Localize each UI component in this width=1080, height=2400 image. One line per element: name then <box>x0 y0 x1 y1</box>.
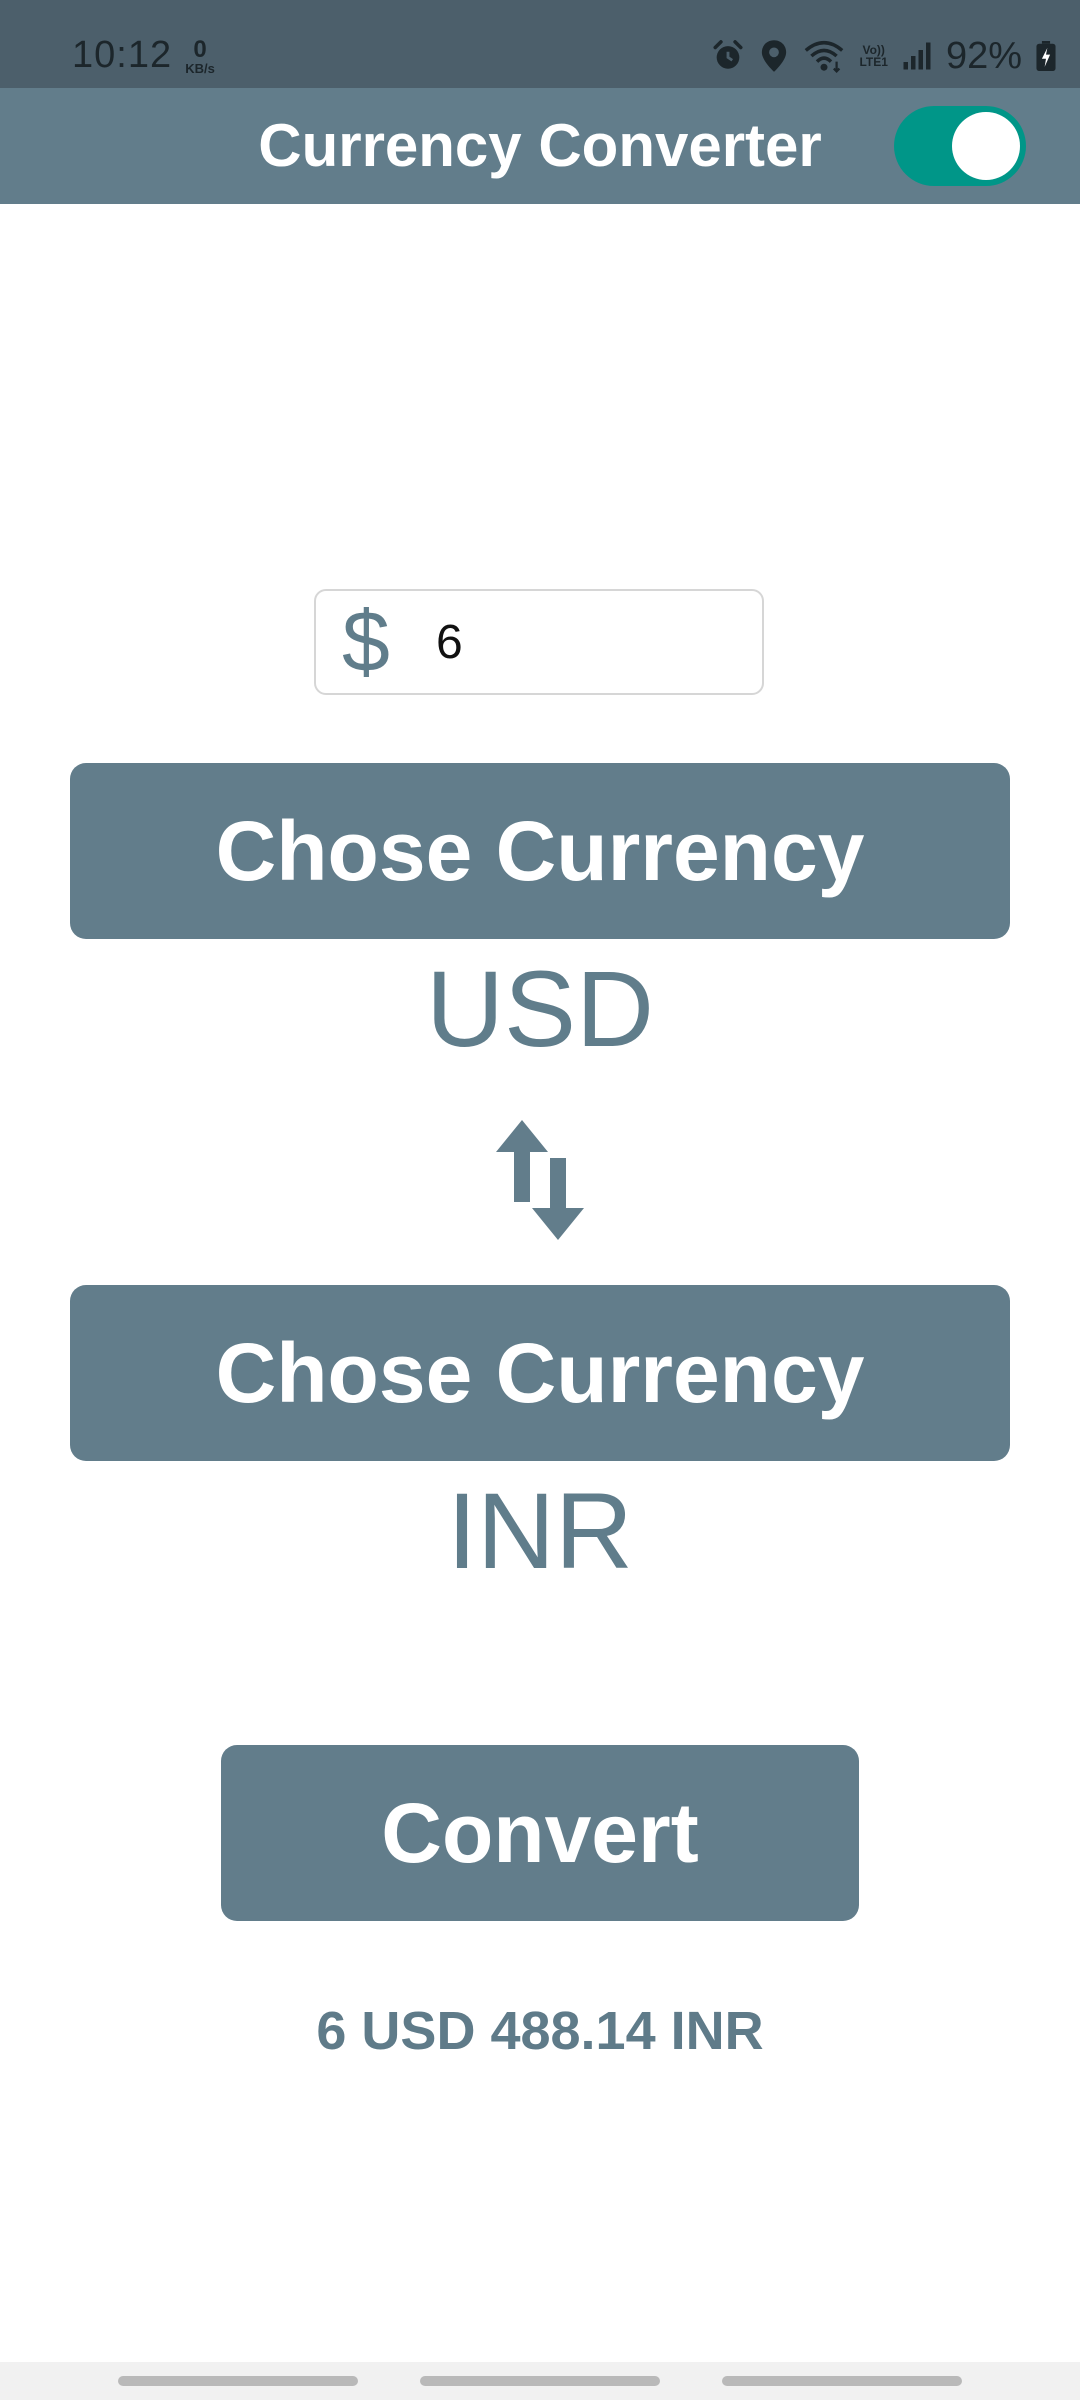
app-title: Currency Converter <box>258 112 822 179</box>
navigation-bar <box>0 2362 1080 2400</box>
network-speed-value: 0 <box>193 36 207 63</box>
signal-icon <box>902 41 932 71</box>
nav-gesture-home[interactable] <box>420 2376 660 2386</box>
toggle-knob <box>952 112 1020 180</box>
swap-vertical-icon[interactable] <box>490 1118 590 1242</box>
app-bar: Currency Converter <box>0 88 1080 204</box>
network-speed-unit: KB/s <box>185 61 215 76</box>
choose-to-currency-button[interactable]: Chose Currency <box>70 1285 1010 1461</box>
theme-toggle-switch[interactable] <box>894 106 1026 186</box>
from-currency-code: USD <box>425 948 655 1069</box>
currency-symbol: $ <box>342 594 390 690</box>
wifi-icon <box>803 39 845 73</box>
nav-gesture-left[interactable] <box>118 2376 358 2386</box>
status-icons: Vo)) LTE1 92% <box>711 34 1056 78</box>
conversion-result: 6 USD 488.14 INR <box>316 2001 764 2061</box>
choose-from-currency-button[interactable]: Chose Currency <box>70 763 1010 939</box>
nav-gesture-right[interactable] <box>722 2376 962 2386</box>
volte-top: Vo)) <box>862 43 885 57</box>
volte-bottom: LTE1 <box>859 55 888 69</box>
status-time: 10:12 <box>72 34 173 76</box>
convert-button[interactable]: Convert <box>221 1745 859 1921</box>
volte-indicator: Vo)) LTE1 <box>859 44 887 68</box>
to-currency-code: INR <box>447 1470 633 1591</box>
location-icon <box>759 39 789 73</box>
amount-input-box: $ <box>314 589 764 695</box>
battery-percent: 92% <box>945 34 1022 77</box>
network-speed: 0 KB/s <box>178 36 222 76</box>
battery-charging-icon <box>1036 41 1056 71</box>
amount-input[interactable] <box>436 605 736 679</box>
alarm-icon <box>711 39 745 73</box>
status-bar: 10:12 0 KB/s Vo)) LTE1 92% <box>0 0 1080 88</box>
